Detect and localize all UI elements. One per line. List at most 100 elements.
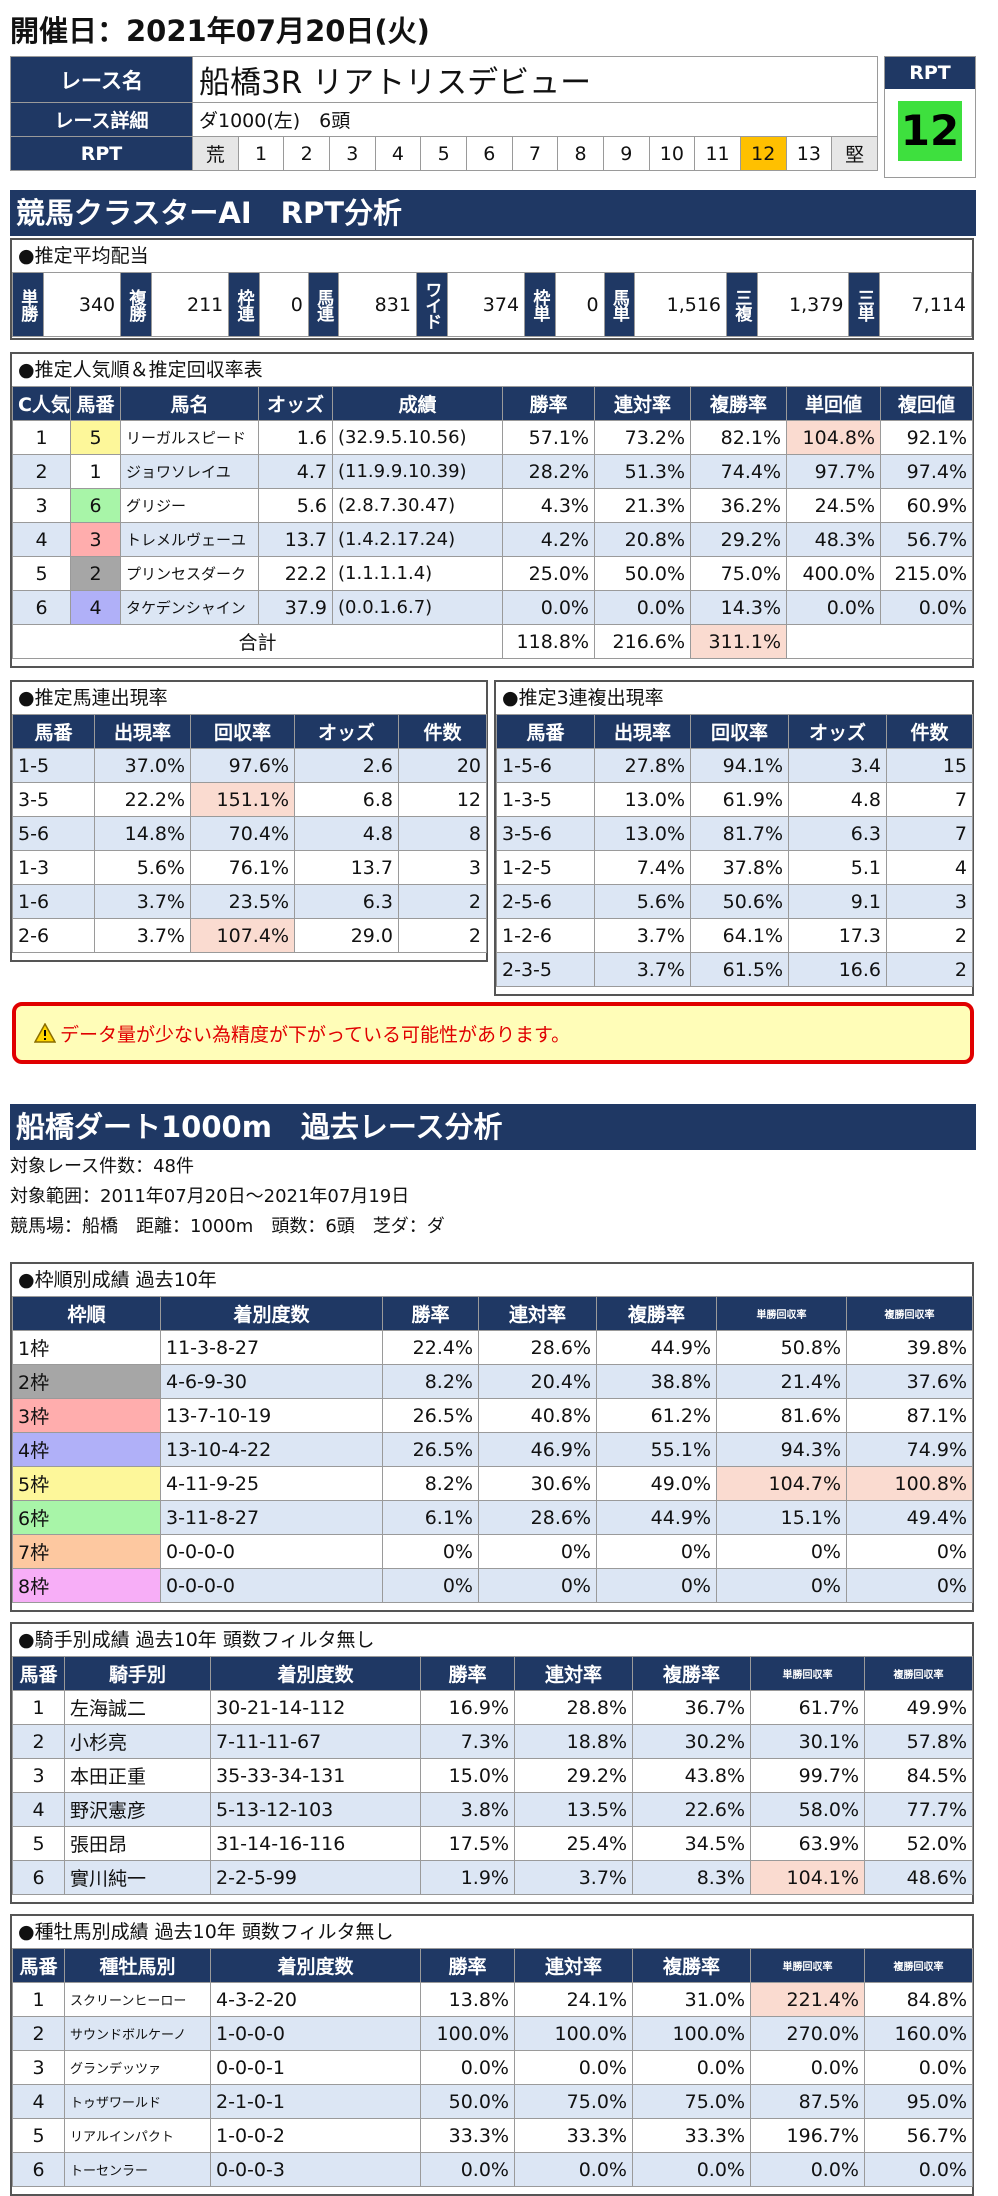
table-cell: 49.0%	[596, 1466, 717, 1501]
table-cell: 4	[70, 590, 121, 625]
table-cell: 3-5	[12, 782, 95, 817]
table-cell: 215.0%	[880, 556, 973, 591]
column-header: 馬番	[496, 714, 595, 749]
table-cell: 46.9%	[478, 1432, 597, 1467]
column-header: 連対率	[514, 1948, 633, 1983]
table-cell: 50.0%	[594, 556, 691, 591]
table-cell: グランデッツァ	[64, 2050, 211, 2085]
table-cell: 75.0%	[632, 2084, 751, 2119]
table-row: 2 サウンドボルケーノ 1-0-0-0 100.0% 100.0% 100.0% 270.0…	[12, 2016, 973, 2051]
table-cell: 28.6%	[478, 1500, 597, 1535]
rpt-scale-cell: 1	[237, 136, 285, 171]
table-cell: 44.9%	[596, 1330, 717, 1365]
table-cell: 30-21-14-112	[210, 1690, 421, 1725]
table-cell: 7.4%	[594, 850, 691, 885]
race-info-table: レース名 船橋3R リアトリスデビュー レース詳細 ダ1000(左) 6頭 RP…	[10, 56, 878, 171]
table-cell: 15.0%	[420, 1758, 515, 1793]
table-cell: 57.8%	[864, 1724, 973, 1759]
rpt-scale-cell: 3	[328, 136, 376, 171]
table-cell: 8.3%	[632, 1860, 751, 1895]
waku-box: ●枠順別成績 過去10年 枠順 着別度数 勝率 連対率 複勝率 単勝回収率 複勝回収率 1枠 1…	[10, 1262, 974, 1612]
payout-label: ワイド	[415, 272, 448, 337]
payout-value: 1,516	[634, 272, 728, 337]
table-cell: 6.3	[788, 816, 887, 851]
rpt-scale-cell: 7	[511, 136, 559, 171]
table-cell: 0.0%	[750, 2050, 865, 2085]
table-row: 3-5-6 13.0% 81.7% 6.3 7	[496, 816, 973, 851]
umaren-box: ●推定馬連出現率 馬番 出現率 回収率 オッズ 件数 1-5 37.0% 97.6% 2.6 20…	[10, 680, 488, 962]
table-cell: 0%	[716, 1568, 847, 1603]
table-cell: 8	[398, 816, 487, 851]
table-cell: 12	[398, 782, 487, 817]
table-cell: 5枠	[12, 1466, 161, 1501]
table-cell: 0.0%	[880, 590, 973, 625]
column-header: 着別度数	[160, 1296, 383, 1331]
table-cell: 2-6	[12, 918, 95, 953]
table-cell: リアルインパクト	[64, 2118, 211, 2153]
table-cell: 17.5%	[420, 1826, 515, 1861]
table-cell: 36.2%	[690, 488, 787, 523]
table-cell: 30.2%	[632, 1724, 751, 1759]
table-row: 1 5 リーガルスピード 1.6 (32.9.5.10.56) 57.1% 73.2% 82.…	[12, 420, 973, 455]
past-section-header: 船橋ダート1000m 過去レース分析	[10, 1104, 976, 1150]
table-cell: 28.8%	[514, 1690, 633, 1725]
table-cell: 0.0%	[594, 590, 691, 625]
table-cell: 13.7	[258, 522, 333, 557]
column-header: 単回値	[786, 386, 881, 421]
table-cell: 左海誠二	[64, 1690, 211, 1725]
sanren-table: 馬番 出現率 回収率 オッズ 件数 1-5-6 27.8% 94.1% 3.4 15 1-3-5 13…	[496, 714, 973, 987]
table-cell: 20.8%	[594, 522, 691, 557]
table-row: 6 トーセンラー 0-0-0-3 0.0% 0.0% 0.0% 0.0% 0.0%	[12, 2152, 973, 2187]
table-cell: 48.3%	[786, 522, 881, 557]
sanren-box: ●推定3連複出現率 馬番 出現率 回収率 オッズ 件数 1-5-6 27.8% 94.1% 3.…	[494, 680, 974, 996]
table-cell: 5.6	[258, 488, 333, 523]
table-cell: 75.0%	[690, 556, 787, 591]
table-cell: 8.2%	[382, 1466, 479, 1501]
table-cell: 9.1	[788, 884, 887, 919]
payout-label: 馬連	[307, 272, 340, 337]
column-header: 回収率	[190, 714, 295, 749]
table-cell: 1-2-5	[496, 850, 595, 885]
table-cell: 3.7%	[94, 884, 191, 919]
table-cell: 38.8%	[596, 1364, 717, 1399]
table-cell: 3-5-6	[496, 816, 595, 851]
rpt-scale-cell: 9	[602, 136, 650, 171]
table-cell: 13-7-10-19	[160, 1398, 383, 1433]
rpt-scale-cell: 4	[374, 136, 422, 171]
table-row: 5枠 4-11-9-25 8.2% 30.6% 49.0% 104.7% 100.8%	[12, 1466, 973, 1501]
table-cell: 4	[12, 522, 71, 557]
table-cell: 6	[12, 1860, 65, 1895]
payout-value: 0	[554, 272, 605, 337]
table-cell: 3.7%	[594, 918, 691, 953]
total-value: 311.1%	[690, 624, 787, 659]
table-cell: 1-3-5	[496, 782, 595, 817]
rpt-scale-cell: 堅	[831, 136, 878, 171]
table-cell: 3	[12, 2050, 65, 2085]
table-cell: 5.6%	[94, 850, 191, 885]
column-header: 勝率	[420, 1948, 515, 1983]
payout-value: 831	[338, 272, 417, 337]
table-cell: 3.4	[788, 748, 887, 783]
table-cell: 1	[70, 454, 121, 489]
column-header: 勝率	[502, 386, 595, 421]
column-header: 複勝回収率	[864, 1656, 973, 1691]
rpt-scale-cell: 6	[465, 136, 513, 171]
past-info-range: 対象範囲：2011年07月20日～2021年07月19日	[10, 1186, 410, 1207]
table-cell: スクリーンヒーロー	[64, 1982, 211, 2017]
table-cell: 16.9%	[420, 1690, 515, 1725]
table-cell: 0.0%	[502, 590, 595, 625]
table-cell: 1-0-0-0	[210, 2016, 421, 2051]
table-cell: 6	[12, 590, 71, 625]
table-cell: 28.6%	[478, 1330, 597, 1365]
page-title: 開催日：2021年07月20日(火)	[10, 14, 430, 48]
table-cell: 4-6-9-30	[160, 1364, 383, 1399]
rpt-scale-cell: 12	[739, 136, 787, 171]
table-cell: 61.5%	[690, 952, 789, 987]
table-cell: 50.0%	[420, 2084, 515, 2119]
table-cell: 0.0%	[420, 2050, 515, 2085]
table-cell: 1-5-6	[496, 748, 595, 783]
table-cell: 2	[886, 952, 973, 987]
column-header: 馬番	[12, 1948, 65, 1983]
column-header: 複勝回収率	[864, 1948, 973, 1983]
table-cell: 24.5%	[786, 488, 881, 523]
